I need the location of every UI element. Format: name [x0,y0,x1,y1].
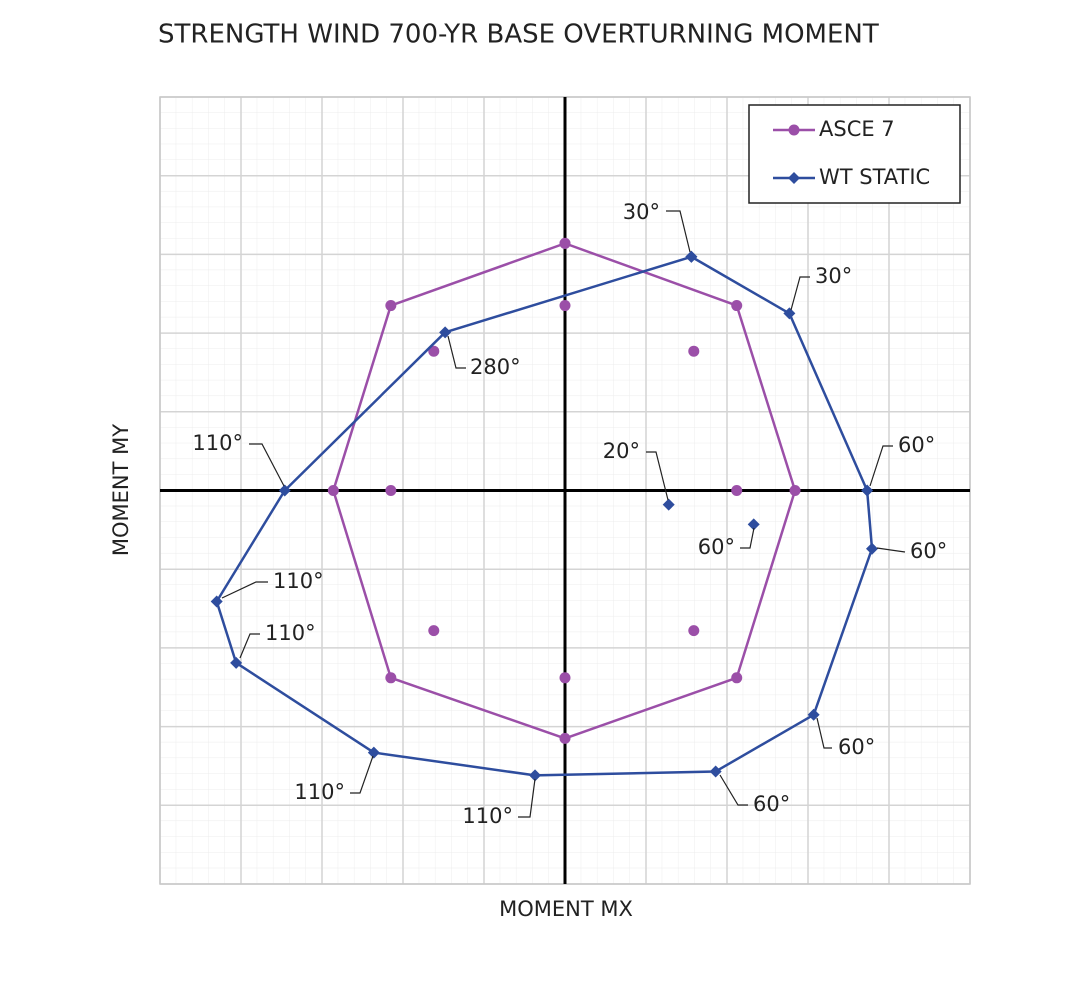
marker [559,732,571,744]
marker [688,345,700,357]
annotation: 110° [273,569,324,593]
marker [559,237,571,249]
marker [865,542,878,555]
leader-line [239,633,260,659]
marker [559,300,571,312]
annotations: 30° 30° 280° 20° 110° 60° 60° 60° 110° 110° 60° 110… [192,200,947,828]
annotation: 60° [898,433,935,457]
annotation: 30° [815,264,852,288]
marker [385,485,397,496]
leader-line [790,276,810,311]
marker [747,518,760,531]
legend-label: ASCE 7 [819,117,895,141]
leader-line [447,335,466,369]
marker [428,625,440,637]
marker [439,326,452,339]
marker [789,485,801,496]
leader-line [646,451,669,501]
marker [385,672,397,684]
marker [807,708,820,721]
legend-box [748,104,961,204]
annotation: 20° [603,439,640,463]
leader-line [876,547,906,553]
marker [783,307,796,320]
legend-label: WT STATIC [819,165,930,189]
axes [160,97,970,884]
marker [731,300,743,312]
leader-line [666,210,691,253]
plot [210,237,878,782]
marker [709,765,722,778]
y-axis-label: MOMENT MY [109,424,133,556]
annotation: 110° [265,621,316,645]
marker [861,484,874,497]
annotation: 60° [910,539,947,563]
marker [559,672,571,684]
leader-line [221,581,268,599]
marker [788,124,800,136]
leader-line [350,755,374,794]
annotation: 280° [470,355,521,379]
annotation: 60° [753,792,790,816]
chart-title: STRENGTH WIND 700-YR BASE OVERTURNING MO… [158,20,879,50]
marker [685,250,698,263]
annotation: 110° [294,780,345,804]
leader-line [816,717,832,749]
leader-line [869,445,893,487]
marker [210,595,223,608]
marker [731,672,743,684]
marker [731,485,743,496]
marker [428,345,440,357]
leader-line [719,774,748,806]
annotation: 60° [838,735,875,759]
annotation: 110° [462,804,513,828]
marker [367,746,380,759]
annotation: 60° [698,535,735,559]
marker [230,656,243,669]
x-axis-label: MOMENT MX [499,897,633,921]
legend: ASCE 7 WT STATIC [748,104,961,204]
marker [327,485,339,496]
leader-line [740,527,755,549]
leader-line [518,778,536,818]
marker [278,484,291,497]
marker [385,300,397,312]
marker [688,625,700,637]
marker [788,172,800,184]
leader-line [249,443,285,487]
annotation: 110° [192,431,243,455]
annotation: 30° [623,200,660,224]
marker [529,769,542,782]
marker [662,498,675,511]
